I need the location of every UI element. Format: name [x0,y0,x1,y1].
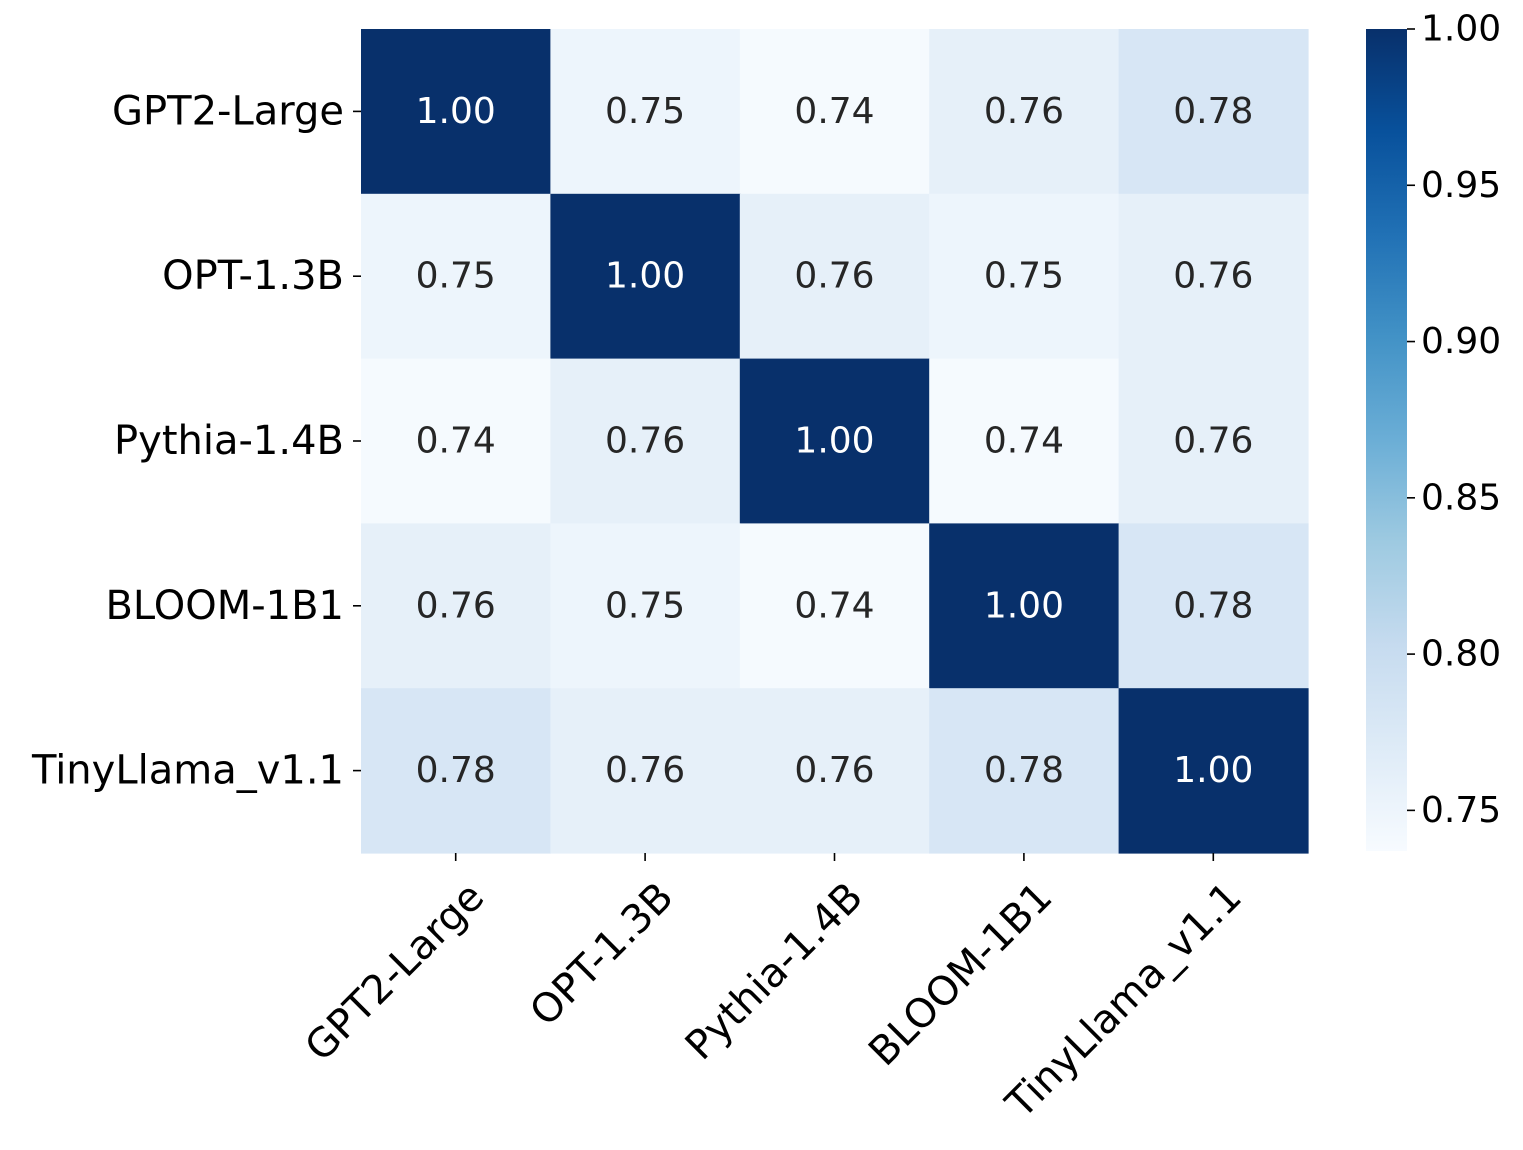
y-tick-label-4: TinyLlama_v1.1 [31,748,344,794]
x-tick-label-1: OPT-1.3B [521,874,682,1035]
y-tick-label-3: BLOOM-1B1 [105,583,344,629]
colorbar-tick-label-0: 0.75 [1421,790,1501,831]
cell-value-label-r2-c3: 0.74 [984,421,1064,462]
cell-value-label-r3-c3: 1.00 [984,585,1064,626]
heatmap-cell-r2-c1 [550,358,741,524]
heatmap-cell-r2-c4 [1118,358,1309,524]
heatmap-cell-r0-c4 [1118,29,1309,195]
heatmap-cell-r0-c2 [739,29,930,195]
heatmap-cell-r3-c4 [1118,523,1309,689]
heatmap-cell-r4-c4 [1118,688,1309,854]
cell-value-label-r1-c0: 0.75 [416,256,496,297]
cell-value-label-r4-c0: 0.78 [416,750,496,791]
colorbar-gradient [1366,29,1407,851]
heatmap-cells [361,29,1309,854]
heatmap-cell-r3-c0 [361,523,551,689]
colorbar-tick-label-2: 0.85 [1421,477,1501,518]
x-tick-label-2: Pythia-1.4B [677,874,872,1069]
heatmap-cell-r4-c0 [361,688,551,854]
cell-value-label-r1-c1: 1.00 [605,256,685,297]
cell-value-label-r1-c4: 0.76 [1173,256,1253,297]
heatmap-cell-r3-c3 [929,523,1120,689]
cell-value-label-r3-c2: 0.74 [794,585,874,626]
heatmap-cell-r1-c0 [361,193,551,360]
colorbar-tick-label-5: 1.00 [1421,9,1501,50]
heatmap-cell-r4-c3 [929,688,1120,854]
colorbar-tick-label-1: 0.80 [1421,634,1501,675]
heatmap-cell-r4-c1 [550,688,741,854]
cell-value-label-r0-c4: 0.78 [1173,91,1253,132]
heatmap-cell-r2-c2 [739,358,930,524]
cell-value-label-r2-c0: 0.74 [416,421,496,462]
cell-value-label-r4-c4: 1.00 [1173,750,1253,791]
cell-value-label-r1-c2: 0.76 [794,256,874,297]
heatmap-cell-r3-c1 [550,523,741,689]
cell-value-label-r0-c0: 1.00 [416,91,496,132]
y-axis: GPT2-Large OPT-1.3B Pythia-1.4B BLOOM-1B1 Ti… [31,88,361,794]
x-tick-label-3: BLOOM-1B1 [860,874,1061,1075]
cell-value-label-r3-c4: 0.78 [1173,585,1253,626]
heatmap-cell-r2-c3 [929,358,1120,524]
heatmap-cell-r4-c2 [739,688,930,854]
x-axis: GPT2-Large OPT-1.3BPythia-1.4BBLOOM-1B1Ti… [297,853,1251,1128]
colorbar: 0.75 0.80 0.85 0.90 0.95 1.00 [1366,9,1501,851]
heatmap-cell-r0-c1 [550,29,741,195]
heatmap-cell-r3-c2 [739,523,930,689]
colorbar-tick-label-3: 0.90 [1421,321,1501,362]
cell-value-label-r0-c2: 0.74 [794,91,874,132]
colorbar-tick-label-4: 0.95 [1421,165,1501,206]
heatmap-cell-r2-c0 [361,358,551,524]
y-tick-label-0: GPT2-Large [112,88,344,134]
cell-value-label-r3-c0: 0.76 [416,585,496,626]
cell-value-label-r0-c3: 0.76 [984,91,1064,132]
cell-value-label-r3-c1: 0.75 [605,585,685,626]
cell-value-label-r1-c3: 0.75 [984,256,1064,297]
y-tick-label-2: Pythia-1.4B [114,418,344,464]
cell-value-label-r4-c1: 0.76 [605,750,685,791]
heatmap-cell-r1-c4 [1118,193,1309,360]
heatmap-cell-r1-c3 [929,193,1120,360]
heatmap-cell-r0-c0 [361,29,551,195]
cell-value-label-r2-c1: 0.76 [605,421,685,462]
x-tick-label-0: GPT2-Large [297,874,494,1071]
cell-value-label-r2-c4: 0.76 [1173,421,1253,462]
cell-value-label-r4-c2: 0.76 [794,750,874,791]
cell-value-label-r4-c3: 0.78 [984,750,1064,791]
y-tick-label-1: OPT-1.3B [162,253,344,299]
cell-value-label-r0-c1: 0.75 [605,91,685,132]
heatmap-cell-labels: 1.00 0.75 0.74 0.76 0.78 0.75 1.00 0.76 0.75 0.76… [416,91,1254,791]
heatmap-cell-r1-c1 [550,193,741,360]
cell-value-label-r2-c2: 1.00 [794,421,874,462]
heatmap-cell-r0-c3 [929,29,1120,195]
heatmap-cell-r1-c2 [739,193,930,360]
